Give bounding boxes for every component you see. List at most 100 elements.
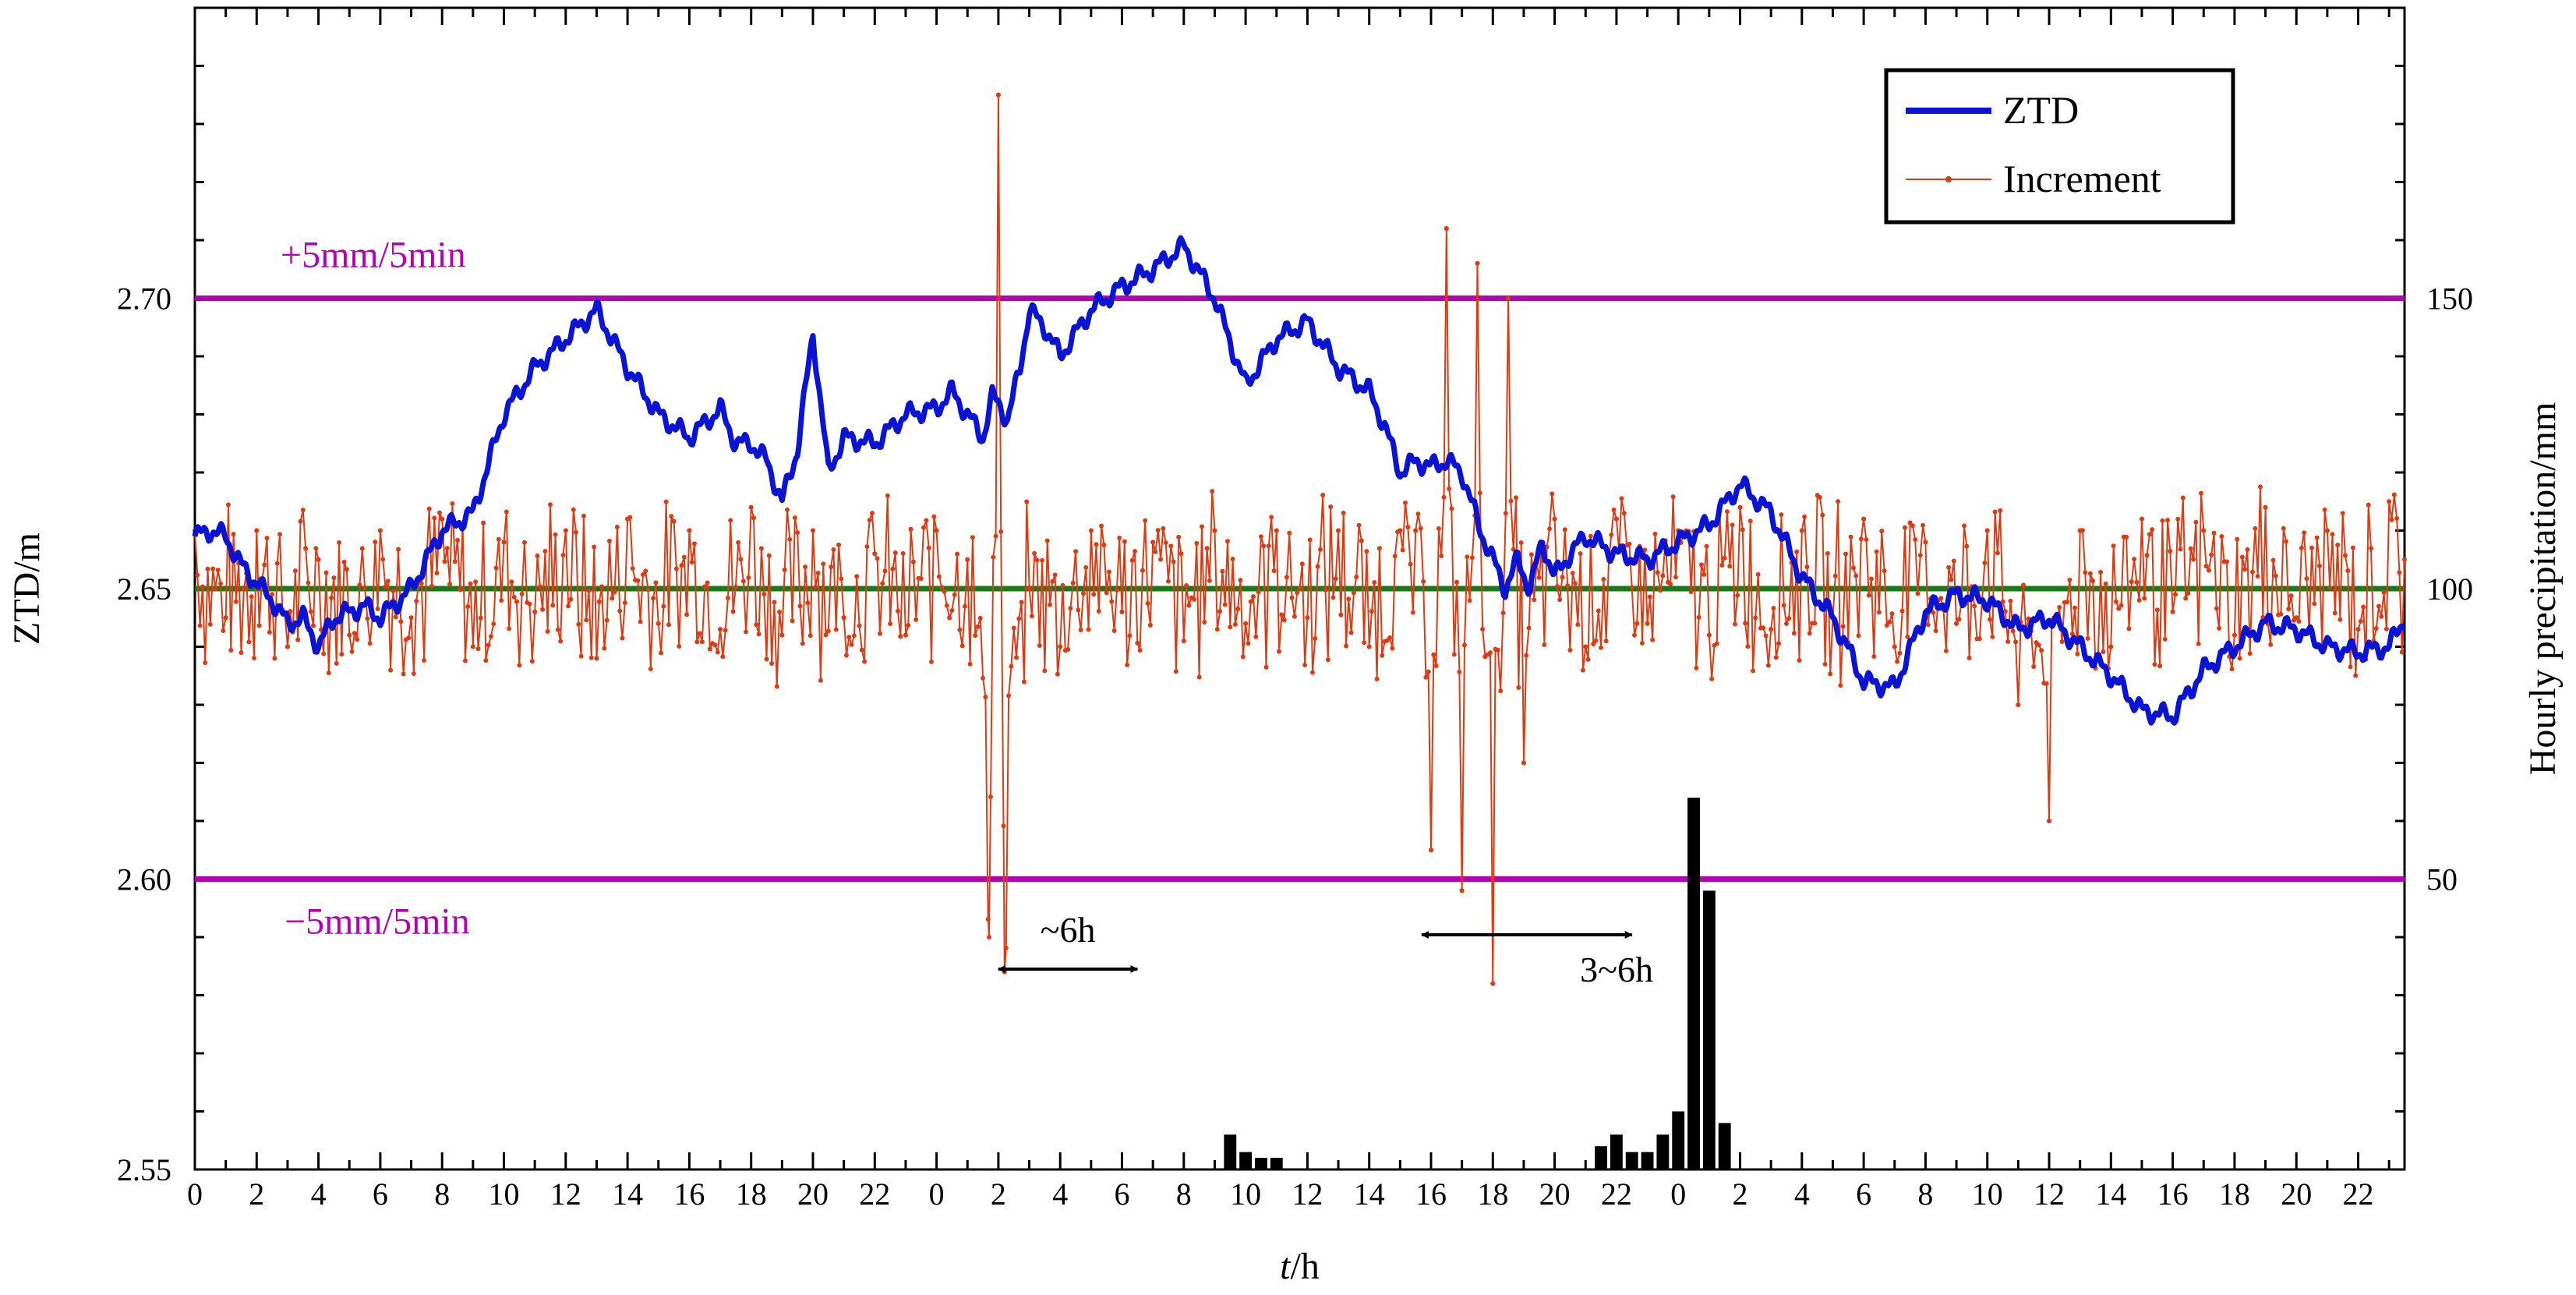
increment-point [733, 585, 738, 590]
increment-point [323, 570, 329, 575]
increment-point [264, 536, 270, 541]
x-tick-label: 10 [1972, 1176, 2003, 1212]
increment-point [225, 502, 231, 508]
increment-point [352, 631, 357, 636]
increment-point [1271, 568, 1277, 574]
increment-point [223, 615, 228, 621]
increment-point [357, 582, 362, 588]
precipitation-bar [1672, 1111, 1685, 1169]
increment-point [347, 632, 352, 638]
increment-point [2245, 547, 2250, 552]
increment-point [1009, 663, 1014, 669]
increment-point [306, 580, 311, 586]
increment-point [218, 581, 224, 586]
increment-point [2005, 639, 2011, 644]
increment-point [777, 610, 783, 615]
increment-point [2242, 567, 2248, 572]
increment-point [1639, 640, 1645, 646]
increment-point [1150, 540, 1156, 545]
increment-point [592, 544, 597, 550]
increment-point [1807, 631, 1812, 636]
increment-point [1984, 528, 1990, 533]
increment-point [519, 591, 525, 596]
increment-point [1310, 670, 1316, 675]
increment-point [875, 556, 880, 561]
increment-point [2191, 557, 2196, 562]
increment-point [1588, 533, 1593, 539]
threshold-label-lower: −5mm/5min [284, 901, 470, 943]
increment-point [864, 543, 870, 549]
increment-point [1943, 648, 1949, 653]
increment-point [1704, 543, 1709, 549]
increment-point [1305, 615, 1310, 621]
increment-point [1861, 516, 1867, 522]
increment-point [1269, 515, 1274, 520]
increment-point [1613, 516, 1619, 522]
increment-point [952, 592, 957, 597]
increment-point [1299, 561, 1305, 567]
increment-point [2327, 585, 2333, 590]
increment-point [1923, 540, 1928, 545]
increment-point [720, 654, 726, 660]
increment-point [985, 916, 991, 922]
increment-point [2250, 569, 2256, 575]
increment-point [537, 584, 542, 589]
increment-point [1634, 621, 1640, 626]
increment-point [2080, 528, 2085, 533]
increment-point [1998, 508, 2003, 514]
increment-point [1338, 612, 1344, 617]
increment-point [900, 550, 906, 556]
increment-point [215, 568, 221, 573]
increment-point [2314, 535, 2320, 540]
increment-point [2389, 517, 2394, 522]
increment-point [983, 694, 988, 699]
increment-point [1905, 634, 1910, 639]
x-tick-label: 2 [991, 1176, 1006, 1212]
increment-point [1356, 522, 1362, 528]
increment-point [1740, 527, 1745, 533]
increment-point [831, 547, 836, 552]
increment-point [1402, 500, 1408, 505]
increment-point [1336, 528, 1341, 533]
increment-point [712, 642, 718, 648]
x-axis-label-italic: t [1280, 1246, 1292, 1287]
increment-point [2260, 614, 2266, 620]
increment-point [574, 529, 579, 535]
ztd-line [192, 235, 2406, 726]
increment-point [1313, 635, 1318, 641]
increment-point [2085, 635, 2090, 641]
increment-point [805, 600, 811, 606]
increment-point [744, 629, 749, 635]
increment-point [1946, 564, 1952, 570]
increment-point [1246, 641, 1251, 646]
increment-point [1879, 529, 1885, 534]
increment-point [566, 603, 571, 609]
increment-point [362, 585, 368, 590]
increment-point [2057, 604, 2062, 610]
increment-point [620, 635, 625, 641]
increment-point [334, 660, 339, 666]
increment-point [1480, 627, 1486, 632]
increment-point [1591, 641, 1596, 646]
x-tick-label: 4 [311, 1176, 327, 1212]
increment-point [2217, 625, 2222, 631]
increment-point [1477, 490, 1482, 496]
increment-point [1488, 650, 1493, 656]
increment-point [1956, 617, 1962, 622]
increment-point [576, 621, 581, 627]
increment-point [795, 530, 800, 536]
increment-point [1153, 549, 1158, 554]
increment-point [758, 546, 764, 551]
increment-point [2322, 507, 2327, 512]
increment-point [1117, 536, 1122, 541]
increment-point [1747, 518, 1753, 524]
increment-point [239, 650, 244, 656]
increment-point [2108, 644, 2114, 649]
increment-point [2229, 667, 2235, 672]
increment-point [1783, 621, 1789, 626]
increment-point [892, 550, 898, 556]
increment-point [197, 623, 203, 628]
increment-point [2175, 516, 2181, 522]
increment-point [221, 628, 226, 633]
increment-series [193, 92, 2407, 986]
